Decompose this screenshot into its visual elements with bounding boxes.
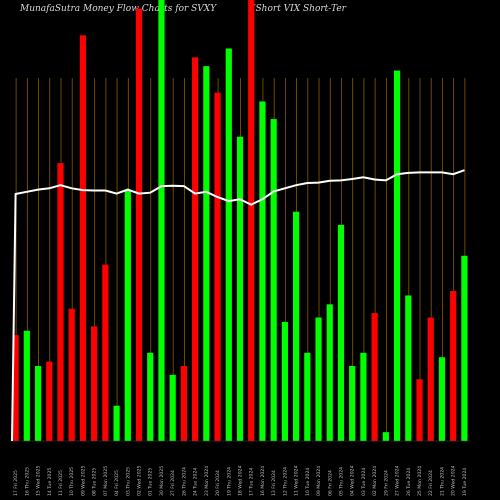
x-tick-label: 16 Thu 2025 [24, 467, 30, 496]
x-tick-label: 27 Wed 2024 [395, 465, 401, 496]
x-tick-label: 27 Fri 2024 [170, 470, 176, 496]
money-flow-bar [405, 295, 412, 441]
x-tick-labels: 17 Fri 2025 16 Thu 2025 15 Wed 2025 14 Tue … [13, 465, 468, 496]
x-tick-label: 20 Fri 2024 [215, 470, 221, 496]
money-flow-bar [169, 374, 176, 441]
x-tick-label: 04 Fri 2025 [114, 470, 120, 496]
bar-series [12, 0, 468, 442]
x-tick-label: 05 Thu 2024 [338, 467, 344, 496]
money-flow-bar [135, 8, 143, 441]
money-flow-bar [304, 352, 311, 441]
x-tick-label: 18 Wed 2024 [238, 465, 244, 496]
money-flow-bar [259, 101, 266, 442]
x-tick-label: 22 Fri 2024 [428, 470, 434, 496]
money-flow-bar [57, 163, 64, 442]
x-tick-label: 25 Mon 2024 [417, 466, 423, 496]
x-tick-label: 13 Fri 2024 [271, 470, 277, 496]
x-tick-label: 06 Fri 2024 [327, 470, 333, 496]
money-flow-bar [427, 317, 434, 441]
x-tick-label: 09 Wed 2025 [80, 465, 86, 496]
x-tick-label: 29 Fri 2024 [383, 470, 389, 496]
x-tick-label: 26 Tue 2024 [406, 468, 412, 496]
chart-title-left: MunafaSutra Money Flow Charts for SVXY [20, 4, 217, 14]
money-flow-bar [382, 432, 389, 441]
x-tick-label: 03 Thu 2025 [125, 467, 131, 496]
money-flow-bar [12, 335, 19, 441]
money-flow-line [11, 169, 465, 442]
x-tick-label: 21 Thu 2024 [439, 467, 445, 496]
money-flow-bar [461, 255, 468, 441]
x-tick-label: 30 Mon 2025 [159, 466, 165, 496]
money-flow-bar [360, 352, 367, 441]
x-tick-label: 15 Wed 2025 [36, 465, 42, 496]
money-flow-bar [113, 405, 120, 441]
money-flow-bar [203, 66, 210, 442]
money-flow-bar [326, 304, 333, 441]
x-tick-label: 01 Tue 2025 [148, 468, 154, 496]
x-tick-label: 19 Tue 2024 [462, 468, 468, 496]
money-flow-bar [337, 224, 345, 441]
money-flow-bar [46, 361, 53, 441]
x-tick-label: 17 Tue 2024 [249, 468, 255, 496]
money-flow-bar [158, 0, 165, 441]
money-flow-bar [270, 119, 277, 441]
money-flow-bar [281, 321, 288, 441]
x-tick-label: 11 Wed 2024 [294, 465, 300, 496]
money-flow-bar [68, 308, 75, 441]
x-tick-label: 10 Tue 2024 [305, 468, 311, 496]
x-tick-label: 12 Thu 2024 [282, 467, 288, 496]
x-tick-label: 02 Wed 2025 [137, 465, 143, 496]
money-flow-bar [192, 57, 199, 442]
money-flow-bar [102, 264, 109, 441]
money-flow-bar [393, 70, 401, 441]
x-tick-label: 23 Mon 2024 [204, 466, 210, 496]
money-flow-bar [292, 211, 300, 441]
x-tick-label: 11 Fri 2025 [58, 470, 64, 496]
money-flow-bar [225, 48, 232, 441]
x-tick-label: 07 Mon 2025 [103, 466, 109, 496]
x-tick-label: 03 Tue 2024 [361, 468, 367, 496]
x-tick-label: 19 Thu 2024 [226, 467, 232, 496]
money-flow-bar [147, 352, 154, 441]
x-tick-label: 04 Wed 2024 [350, 465, 356, 496]
money-flow-bar [236, 136, 244, 441]
x-tick-label: 09 Mon 2024 [316, 466, 322, 496]
chart-title-right: (Short VIX Short-Ter [252, 4, 346, 14]
money-flow-bar [315, 317, 322, 441]
money-flow-bar [180, 366, 188, 441]
money-flow-bar [214, 92, 221, 442]
money-flow-bar [371, 313, 378, 441]
x-tick-label: 08 Tue 2025 [92, 468, 98, 496]
x-tick-label: 10 Thu 2025 [69, 467, 75, 496]
x-tick-label: 16 Mon 2024 [260, 466, 266, 496]
money-flow-bar [23, 330, 30, 441]
money-flow-bar [91, 326, 98, 441]
money-flow-bar [79, 35, 87, 441]
x-tick-label: 02 Mon 2024 [372, 466, 378, 496]
x-tick-label: 17 Fri 2025 [13, 470, 19, 496]
money-flow-bar [349, 366, 356, 441]
money-flow-bar [450, 291, 457, 441]
money-flow-bar [438, 357, 446, 441]
x-tick-label: 14 Tue 2025 [47, 468, 53, 496]
x-tick-label: 24 Tue 2024 [193, 468, 199, 496]
x-tick-label: 20 Wed 2024 [451, 465, 457, 496]
money-flow-bar [248, 0, 255, 441]
x-tick-label: 26 Thu 2024 [181, 467, 187, 496]
money-flow-bar [416, 379, 423, 441]
money-flow-bar [124, 189, 131, 441]
money-flow-bar [34, 366, 42, 441]
